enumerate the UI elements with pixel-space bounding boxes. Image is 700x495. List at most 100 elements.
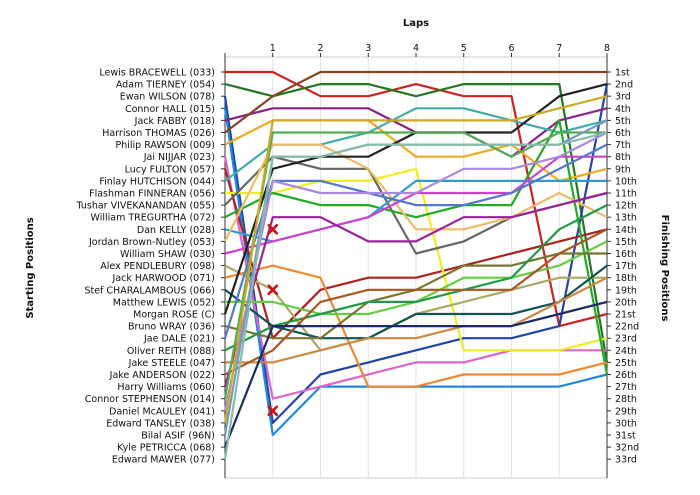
finishing-position-label: 4th	[615, 104, 631, 115]
y-axis-title-right: Finishing Positions	[659, 215, 670, 322]
starting-position-label: Dan KELLY (028)	[137, 225, 215, 236]
x-tick-label: 7	[556, 43, 562, 54]
starting-position-label: Flashman FINNERAN (056)	[89, 189, 215, 200]
starting-position-label: William TREGURTHA (072)	[91, 213, 215, 224]
series-line-25	[225, 276, 608, 364]
series-line-24	[224, 204, 608, 352]
finishing-position-label: 22nd	[615, 322, 639, 333]
starting-position-label: Ewan WILSON (078)	[120, 92, 215, 103]
finishing-position-label: 2nd	[615, 80, 633, 91]
finishing-position-label: 5th	[615, 116, 631, 127]
finishing-position-label: 30th	[615, 418, 637, 429]
x-tick-labels: 1 2 3 4 5 6 7 8	[270, 43, 610, 54]
x-tick-label: 2	[317, 43, 323, 54]
starting-position-label: Alex PENDLEBURY (098)	[100, 261, 215, 272]
series-line-6	[224, 70, 607, 134]
series-line-27	[223, 191, 608, 387]
retirement-marker	[267, 224, 279, 235]
finishing-position-label: 1st	[615, 68, 630, 79]
finishing-position-label: 10th	[615, 176, 637, 187]
finishing-position-label: 25th	[615, 358, 637, 369]
starting-position-label: Jake STEELE (047)	[128, 358, 215, 369]
y-axis-title-left: Starting Positions	[25, 217, 36, 318]
x-tick-label: 6	[508, 43, 514, 54]
starting-position-label: Jordan Brown-Nutley (053)	[88, 237, 215, 248]
retirement-markers	[267, 224, 279, 417]
finishing-position-label: 16th	[615, 249, 637, 260]
finishing-position-label: 33rd	[615, 455, 637, 466]
grid	[221, 53, 611, 479]
finishing-position-label: 20th	[615, 297, 637, 308]
starting-position-label: Connor STEPHENSON (014)	[85, 394, 215, 405]
finishing-position-label: 3rd	[615, 92, 631, 103]
finishing-position-label: 19th	[615, 285, 637, 296]
starting-position-label: Edward MAWER (077)	[112, 455, 215, 466]
series-line-15	[224, 143, 608, 242]
x-axis-title: Laps	[403, 18, 429, 29]
series-line-23	[223, 143, 608, 339]
starting-position-label: Lewis BRACEWELL (033)	[99, 68, 215, 79]
finishing-position-label: 9th	[615, 164, 631, 175]
starting-position-label: Edward TANSLEY (038)	[106, 418, 215, 429]
series-line-30	[223, 95, 608, 424]
starting-position-label: William SHAW (030)	[120, 249, 215, 260]
starting-position-label: Connor HALL (015)	[125, 104, 215, 115]
series-line-33	[223, 131, 608, 460]
finishing-position-label: 31st	[615, 431, 636, 442]
finishing-position-label: 13th	[615, 213, 637, 224]
finishing-position-label: 17th	[615, 261, 637, 272]
starting-position-label: Adam TIERNEY (054)	[116, 80, 215, 91]
x-tick-label: 3	[365, 43, 371, 54]
series-line-32	[223, 300, 608, 448]
series-line-13	[224, 119, 609, 375]
starting-position-label: Harry Williams (060)	[117, 382, 215, 393]
finishing-position-label: 24th	[615, 346, 637, 357]
x-tick-label: 8	[604, 43, 610, 54]
finishing-position-label: 21st	[615, 310, 636, 321]
retirement-marker	[267, 284, 279, 296]
finishing-position-label: 27th	[615, 382, 637, 393]
series-line-11	[225, 167, 608, 352]
series-line-1	[225, 70, 608, 328]
finishing-position-label: 29th	[615, 406, 637, 417]
starting-position-label: Bruno WRAY (036)	[128, 322, 215, 333]
finishing-position-label: 6th	[615, 128, 631, 139]
starting-position-label: Jae DALE (021)	[143, 334, 215, 345]
starting-position-label: Harrison THOMAS (026)	[102, 128, 215, 139]
finishing-position-label: 28th	[615, 394, 637, 405]
finishing-position-label: 8th	[615, 152, 631, 163]
finishing-position-label: 15th	[615, 237, 637, 248]
starting-position-label: Morgan ROSE (C)	[133, 310, 215, 321]
finishing-position-labels: 1st2nd3rd4th5th6th7th8th9th10th11th12th1…	[615, 68, 639, 466]
x-tick-label: 5	[461, 43, 467, 54]
finishing-position-label: 18th	[615, 273, 637, 284]
x-tick-label: 1	[270, 43, 276, 54]
starting-position-label: Daniel McAULEY (041)	[109, 406, 215, 417]
starting-position-label: Jack FABBY (018)	[134, 116, 215, 127]
series-line-18	[224, 264, 608, 388]
starting-position-labels: Lewis BRACEWELL (033)Adam TIERNEY (054)E…	[76, 68, 216, 466]
finishing-position-label: 14th	[615, 225, 637, 236]
starting-position-label: Stef CHARALAMBOUS (066)	[84, 285, 215, 296]
series-line-26	[224, 228, 608, 376]
series-line-2	[224, 82, 609, 363]
starting-position-label: Jake ANDERSON (022)	[109, 370, 215, 381]
starting-position-label: Kyle PETRICCA (068)	[117, 443, 215, 454]
x-tick-label: 4	[413, 43, 419, 54]
starting-position-label: Tushar VIVEKANANDAN (055)	[76, 201, 216, 212]
series-lines	[223, 70, 609, 460]
series-line-19	[224, 264, 608, 340]
retirement-marker	[267, 405, 279, 417]
finishing-position-label: 7th	[615, 140, 631, 151]
starting-position-label: Jack HARWOOD (071)	[112, 273, 215, 284]
starting-position-label: Finlay HUTCHISON (044)	[99, 176, 215, 187]
series-line-29	[223, 131, 608, 412]
finishing-position-label: 12th	[615, 201, 637, 212]
starting-position-label: Bilal ASIF (96N)	[141, 431, 215, 442]
starting-position-label: Jai NIJJAR (023)	[143, 152, 215, 163]
series-line-3	[223, 83, 609, 424]
finishing-position-label: 23rd	[615, 334, 637, 345]
starting-position-label: Matthew LEWIS (052)	[113, 297, 215, 308]
starting-position-label: Philip RAWSON (009)	[116, 140, 216, 151]
